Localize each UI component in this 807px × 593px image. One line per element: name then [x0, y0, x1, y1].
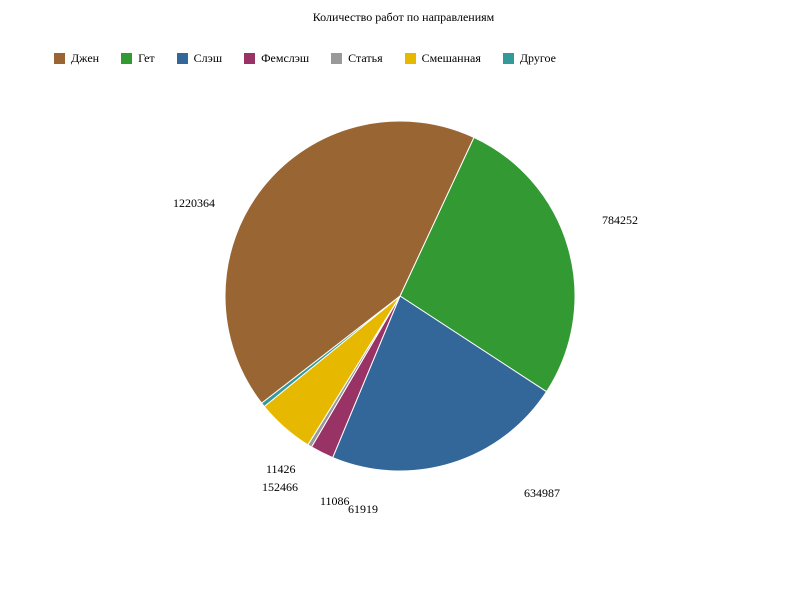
legend-label: Смешанная	[422, 51, 481, 66]
legend-swatch	[503, 53, 514, 64]
legend-swatch	[121, 53, 132, 64]
legend: Джен Гет Слэш Фемслэш Статья Смешанная Другое	[0, 25, 807, 66]
pie-value-label: 1220364	[173, 196, 215, 211]
legend-label: Фемслэш	[261, 51, 309, 66]
legend-label: Слэш	[194, 51, 222, 66]
pie-value-label: 634987	[524, 486, 560, 501]
pie-value-label: 11426	[266, 462, 296, 477]
legend-item: Фемслэш	[244, 51, 309, 66]
pie-value-label: 11086	[320, 494, 350, 509]
legend-label: Джен	[71, 51, 99, 66]
legend-label: Гет	[138, 51, 155, 66]
pie-chart	[0, 66, 807, 556]
legend-swatch	[331, 53, 342, 64]
legend-swatch	[244, 53, 255, 64]
pie-value-label: 61919	[348, 502, 378, 517]
legend-item: Другое	[503, 51, 556, 66]
pie-chart-container: 784252 634987 6191911086 152466 11426 1220364	[0, 66, 807, 556]
legend-item: Гет	[121, 51, 155, 66]
legend-item: Смешанная	[405, 51, 481, 66]
pie-value-label: 784252	[602, 213, 638, 228]
legend-item: Слэш	[177, 51, 222, 66]
legend-item: Джен	[54, 51, 99, 66]
legend-swatch	[177, 53, 188, 64]
legend-swatch	[405, 53, 416, 64]
pie-value-label: 152466	[262, 480, 298, 495]
legend-swatch	[54, 53, 65, 64]
legend-item: Статья	[331, 51, 383, 66]
legend-label: Другое	[520, 51, 556, 66]
legend-label: Статья	[348, 51, 383, 66]
chart-title: Количество работ по направлениям	[0, 0, 807, 25]
